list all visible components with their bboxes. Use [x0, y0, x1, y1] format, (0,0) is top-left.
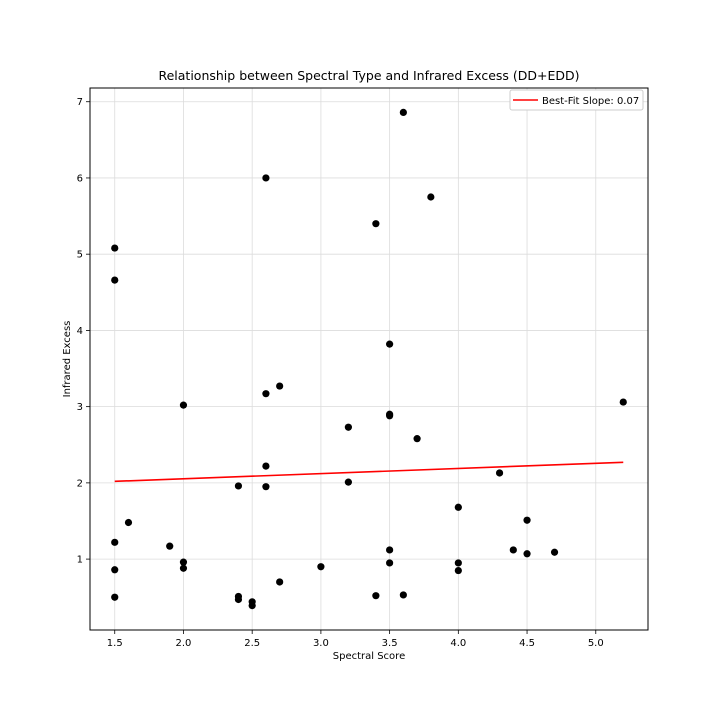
- data-point: [111, 276, 119, 284]
- data-point: [386, 559, 394, 567]
- data-point: [386, 340, 394, 348]
- data-point: [124, 518, 133, 527]
- legend: Best-Fit Slope: 0.07: [509, 89, 644, 111]
- data-point: [262, 462, 270, 470]
- data-point: [372, 220, 380, 228]
- data-point: [262, 174, 270, 182]
- x-tick-label: 1.5: [107, 638, 123, 649]
- data-point: [509, 546, 517, 554]
- x-tick-label: 2.5: [244, 638, 260, 649]
- data-point: [386, 412, 394, 420]
- data-point: [372, 592, 380, 600]
- data-point: [111, 244, 119, 252]
- y-axis-label: Infrared Excess: [62, 321, 73, 398]
- best-fit-line: [114, 461, 624, 483]
- data-point: [179, 401, 188, 409]
- data-point: [399, 108, 407, 116]
- chart-title: Relationship between Spectral Type and I…: [158, 68, 579, 83]
- data-point: [427, 193, 435, 201]
- plot-frame: [89, 87, 649, 631]
- data-point: [262, 483, 270, 491]
- x-tick-label: 5.0: [588, 638, 604, 649]
- x-axis-label: Spectral Score: [333, 651, 405, 662]
- data-point: [454, 566, 462, 575]
- y-tick-label: 5: [77, 250, 83, 261]
- data-point: [619, 398, 627, 406]
- x-tick-label: 4.5: [519, 638, 535, 649]
- data-point: [111, 593, 119, 601]
- data-point: [276, 578, 284, 586]
- points-layer: [111, 108, 627, 610]
- data-point: [386, 546, 394, 554]
- data-point: [413, 435, 421, 443]
- data-point: [166, 542, 174, 550]
- legend-label: Best-Fit Slope: 0.07: [542, 96, 639, 107]
- x-tick-label: 4.0: [450, 638, 466, 649]
- y-tick-label: 3: [77, 402, 83, 413]
- data-point: [454, 559, 462, 567]
- data-point: [344, 423, 352, 431]
- x-tick-label: 3.5: [382, 638, 398, 649]
- x-tick-label: 2.0: [176, 638, 192, 649]
- data-point: [234, 595, 243, 604]
- data-point: [550, 548, 559, 556]
- data-point: [234, 482, 243, 490]
- data-point: [179, 564, 188, 572]
- data-point: [523, 516, 531, 524]
- y-tick-label: 1: [77, 555, 83, 566]
- data-point: [344, 478, 352, 486]
- data-point: [399, 591, 407, 599]
- data-point: [248, 602, 256, 610]
- x-axis: 1.5 2.0 2.5 3.0 3.5 4.0 4.5 5.0: [107, 630, 604, 649]
- data-point: [276, 382, 284, 390]
- data-point: [454, 503, 462, 511]
- data-point: [262, 390, 270, 398]
- data-point: [523, 550, 531, 558]
- data-point: [179, 558, 188, 566]
- y-axis: 1 2 3 4 5 6 7: [77, 97, 90, 566]
- x-tick-label: 3.0: [313, 638, 329, 649]
- y-tick-label: 7: [77, 97, 83, 108]
- fit-line-layer: [114, 461, 624, 483]
- data-point: [495, 469, 504, 477]
- data-point: [111, 538, 119, 546]
- data-point: [317, 563, 325, 571]
- legend-box: [509, 89, 644, 111]
- y-tick-label: 6: [77, 173, 83, 184]
- y-tick-label: 4: [77, 326, 83, 337]
- data-point: [111, 566, 119, 574]
- y-tick-label: 2: [77, 478, 83, 489]
